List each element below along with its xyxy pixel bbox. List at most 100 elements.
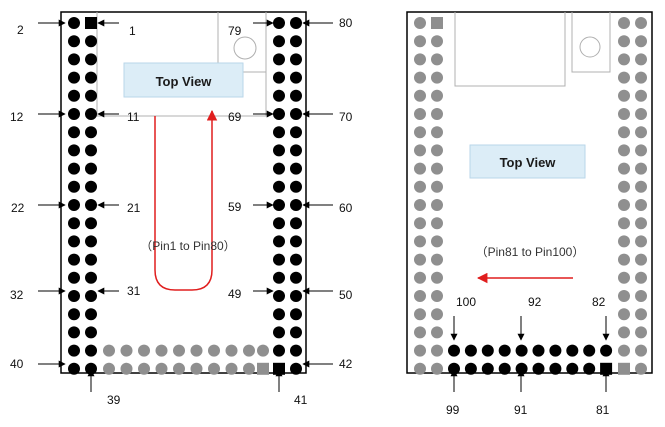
pin-label-32: 32 — [10, 288, 24, 302]
pin-nc — [618, 253, 630, 266]
pin — [68, 235, 80, 248]
pin — [68, 71, 80, 84]
pin-nc — [635, 144, 647, 157]
pin-nc — [414, 89, 426, 102]
pin — [273, 17, 285, 29]
pin — [85, 126, 97, 139]
pin — [85, 89, 97, 102]
pin — [68, 162, 80, 175]
pin — [290, 344, 302, 357]
pin-nc — [414, 290, 426, 302]
pin — [85, 71, 97, 84]
pin — [290, 162, 302, 175]
pin — [68, 89, 80, 102]
right-module: Top View （Pin81 to Pin100） 100 92 82 99 … — [406, 11, 653, 417]
left-top-view-label: Top View — [156, 74, 213, 89]
pin-nc — [618, 326, 630, 339]
pin-nc — [618, 344, 630, 357]
pin-nc — [414, 235, 426, 248]
pin — [290, 362, 302, 375]
pin — [290, 217, 302, 230]
pin — [85, 108, 97, 120]
pin-nc — [618, 144, 630, 157]
left-top-view-box — [123, 62, 244, 98]
pin-nc — [431, 126, 443, 139]
pin-label-1: 1 — [129, 24, 136, 38]
pin — [290, 326, 302, 339]
pin-nc — [414, 326, 426, 339]
pin — [290, 180, 302, 193]
right-connector-outline — [571, 12, 611, 73]
pin-label-39: 39 — [107, 393, 121, 407]
pin — [498, 344, 511, 357]
pin — [290, 17, 302, 29]
pin — [68, 180, 80, 193]
pin-label-12: 12 — [10, 110, 24, 124]
pin-nc — [431, 144, 443, 157]
pin — [85, 180, 97, 193]
pin — [85, 217, 97, 230]
pin-label-21: 21 — [127, 201, 141, 215]
pin-nc — [618, 271, 630, 284]
pin — [290, 71, 302, 84]
pin-nc — [173, 362, 185, 375]
pin — [68, 17, 80, 29]
pin — [600, 344, 613, 357]
pin-nc — [120, 362, 133, 375]
pin-nc — [431, 271, 443, 284]
pin-nc — [431, 290, 443, 302]
pin — [85, 308, 97, 321]
left-module: Top View （Pin1 to Pin80） 2 1 79 80 12 11… — [10, 11, 353, 407]
pin — [532, 362, 545, 375]
pin-nc — [635, 308, 647, 321]
pin — [290, 35, 302, 48]
pin-nc — [243, 362, 255, 375]
pin — [290, 108, 302, 120]
pin-nc — [635, 162, 647, 175]
pin-label-40: 40 — [10, 357, 24, 371]
pin — [273, 126, 285, 139]
pin — [273, 199, 285, 211]
pin — [290, 199, 302, 211]
pin-label-80: 80 — [339, 16, 353, 30]
pin — [549, 344, 562, 357]
pin — [515, 344, 528, 357]
pin-nc — [618, 71, 630, 84]
pin-nc — [635, 235, 647, 248]
pin — [85, 235, 97, 248]
pin-nc — [225, 344, 238, 357]
pin-nc — [120, 344, 133, 357]
pin-nc — [431, 326, 443, 339]
right-top-view-label: Top View — [500, 155, 557, 170]
pin — [68, 144, 80, 157]
pin-label-82: 82 — [592, 295, 606, 309]
pin-nc — [431, 235, 443, 248]
pin-label-91: 91 — [514, 403, 528, 417]
pin — [273, 53, 285, 66]
pin-nc — [635, 108, 647, 120]
pin-label-41: 41 — [294, 393, 308, 407]
pin-nc — [414, 17, 426, 29]
pin — [290, 308, 302, 321]
pin-nc — [414, 162, 426, 175]
pin-label-60: 60 — [339, 201, 353, 215]
pin-nc — [257, 344, 269, 357]
pin — [68, 271, 80, 284]
right-pin-arrows — [450, 316, 610, 392]
pin — [68, 344, 80, 357]
pin-nc — [635, 253, 647, 266]
pin — [85, 253, 97, 266]
pin — [85, 17, 97, 29]
pin-label-100: 100 — [456, 295, 476, 309]
pin-nc — [208, 362, 220, 375]
pin — [290, 290, 302, 302]
pin-nc — [414, 308, 426, 321]
pin-nc — [618, 180, 630, 193]
pin — [273, 326, 285, 339]
pin — [448, 344, 460, 357]
left-shield-outline — [96, 12, 267, 117]
pin-nc — [618, 199, 630, 211]
pin-nc — [431, 35, 443, 48]
